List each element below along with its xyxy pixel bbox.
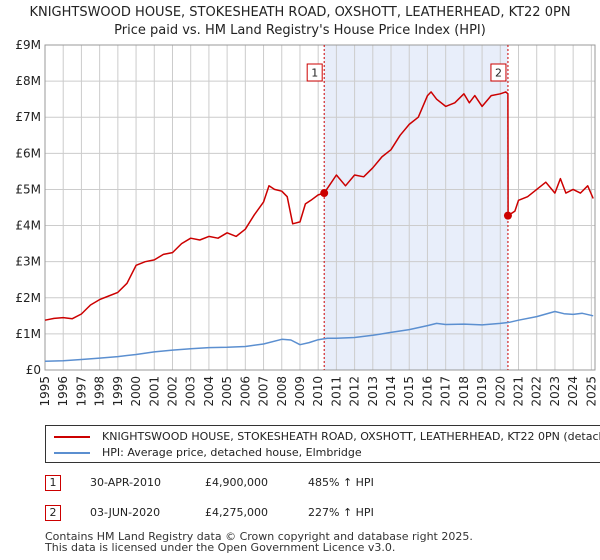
x-tick-label: 1999 — [111, 376, 125, 407]
x-tick-label: 2013 — [366, 376, 380, 407]
sale-point — [503, 211, 512, 220]
x-tick-label: 2016 — [420, 376, 434, 407]
ownership-period-shade — [324, 45, 508, 370]
transaction-date: 30-APR-2010 — [90, 476, 162, 489]
x-tick-label: 2017 — [439, 376, 453, 407]
chart-legend: KNIGHTSWOOD HOUSE, STOKESHEATH ROAD, OXS… — [45, 425, 600, 463]
chart-title-line2: Price paid vs. HM Land Registry's House … — [114, 23, 486, 38]
x-tick-label: 2006 — [238, 376, 252, 407]
x-tick-label: 1997 — [74, 376, 88, 407]
y-tick-label: £3M — [15, 255, 41, 269]
y-tick-label: £1M — [15, 327, 41, 341]
chart-title-line1: KNIGHTSWOOD HOUSE, STOKESHEATH ROAD, OXS… — [29, 5, 571, 20]
transaction-price: £4,900,000 — [205, 476, 268, 489]
transaction-hpi-change: 485% ↑ HPI — [308, 476, 374, 489]
transaction-date: 03-JUN-2020 — [90, 506, 161, 519]
x-tick-label: 2021 — [512, 376, 526, 407]
x-tick-label: 2009 — [293, 376, 307, 407]
sale-point — [320, 189, 329, 198]
y-tick-label: £6M — [15, 146, 41, 160]
x-tick-label: 2001 — [147, 376, 161, 407]
x-tick-label: 2022 — [530, 376, 544, 407]
x-tick-label: 2010 — [311, 376, 325, 407]
legend-swatch-hpi — [54, 452, 90, 454]
legend-label-hpi: HPI: Average price, detached house, Elmb… — [102, 446, 362, 459]
y-tick-label: £5M — [15, 182, 41, 196]
x-tick-label: 2011 — [329, 376, 343, 407]
transaction-marker-badge: 1 — [45, 475, 61, 491]
x-tick-label: 2005 — [220, 376, 234, 407]
y-tick-label: £9M — [15, 38, 41, 52]
price-chart: £0 £1M £2M £3M £4M £5M £6M £7M £8M £9M 1995 1996 199… — [15, 38, 598, 407]
transaction-marker-badge: 2 — [45, 505, 61, 521]
sale-label: 2 — [495, 67, 502, 80]
transaction-price: £4,275,000 — [205, 506, 268, 519]
footer-licence: This data is licensed under the Open Gov… — [45, 541, 396, 554]
x-tick-label: 2003 — [184, 376, 198, 407]
sale-label: 1 — [311, 67, 318, 80]
transaction-row: 2 03-JUN-2020 £4,275,000 227% ↑ HPI — [45, 505, 545, 523]
x-tick-label: 2018 — [457, 376, 471, 407]
hpi-price-line — [44, 310, 594, 363]
y-tick-label: £4M — [15, 219, 41, 233]
x-tick-label: 2023 — [548, 376, 562, 407]
x-tick-label: 2002 — [165, 376, 179, 407]
x-tick-label: 2025 — [584, 376, 598, 407]
sale-label-box — [306, 63, 323, 82]
footer-copyright: Contains HM Land Registry data © Crown c… — [45, 530, 473, 543]
y-tick-label: £7M — [15, 110, 41, 124]
y-tick-label: £2M — [15, 291, 41, 305]
plot-border — [44, 44, 596, 371]
x-tick-label: 2020 — [493, 376, 507, 407]
x-tick-label: 2015 — [402, 376, 416, 407]
x-tick-label: 2019 — [475, 376, 489, 407]
x-tick-label: 2014 — [384, 376, 398, 407]
legend-swatch-property — [54, 436, 90, 438]
legend-label-property: KNIGHTSWOOD HOUSE, STOKESHEATH ROAD, OXS… — [102, 430, 600, 443]
y-tick-label: £8M — [15, 74, 41, 88]
transaction-hpi-change: 227% ↑ HPI — [308, 506, 374, 519]
y-tick-label: £0 — [26, 363, 41, 377]
x-tick-label: 2000 — [129, 376, 143, 407]
x-tick-label: 1995 — [38, 376, 52, 407]
x-tick-label: 1998 — [93, 376, 107, 407]
x-tick-label: 2004 — [202, 376, 216, 407]
x-tick-label: 1996 — [56, 376, 70, 407]
x-tick-label: 2008 — [275, 376, 289, 407]
x-tick-label: 2012 — [348, 376, 362, 407]
transaction-row: 1 30-APR-2010 £4,900,000 485% ↑ HPI — [45, 475, 545, 493]
x-tick-label: 2024 — [566, 376, 580, 407]
x-tick-label: 2007 — [257, 376, 271, 407]
sale-label-box — [490, 63, 507, 82]
